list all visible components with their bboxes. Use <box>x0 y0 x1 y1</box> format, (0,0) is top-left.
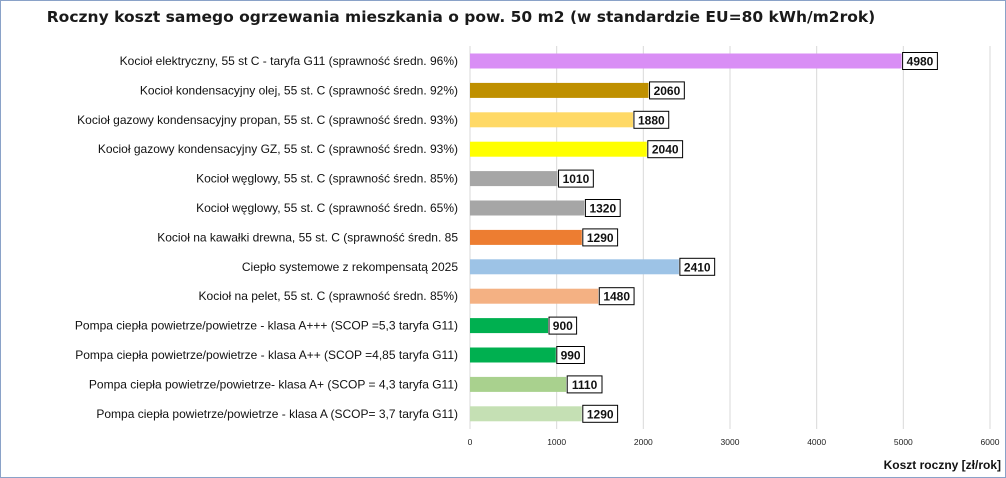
category-label: Kocioł gazowy kondensacyjny GZ, 55 st. C… <box>98 142 458 156</box>
data-label: 1290 <box>587 231 614 245</box>
category-label: Kocioł węglowy, 55 st. C (sprawność śred… <box>196 201 458 215</box>
bar <box>470 112 633 128</box>
x-tick-label: 6000 <box>981 437 1000 447</box>
bar <box>470 259 679 275</box>
bar <box>470 318 548 334</box>
x-tick-label: 0 <box>468 437 473 447</box>
category-label: Pompa ciepła powietrze/powietrze - klasa… <box>96 407 458 421</box>
data-label: 1480 <box>603 290 630 304</box>
category-label: Pompa ciepła powietrze/powietrze - klasa… <box>75 319 458 333</box>
category-label: Kocioł na pelet, 55 st. C (sprawność śre… <box>199 289 458 303</box>
data-label-box <box>582 228 619 247</box>
x-tick-label: 3000 <box>721 437 740 447</box>
data-label-box <box>598 287 635 306</box>
bar <box>470 406 582 422</box>
x-tick-label: 4000 <box>807 437 826 447</box>
data-label: 900 <box>553 319 573 333</box>
x-axis-title: Koszt roczny [zł/rok] <box>884 458 1001 472</box>
category-label: Pompa ciepła powietrze/powietrze- klasa … <box>89 377 458 391</box>
bar <box>470 53 902 69</box>
x-tick-label: 5000 <box>894 437 913 447</box>
data-label-box <box>582 404 619 423</box>
data-label: 2040 <box>652 143 679 157</box>
data-label-box <box>566 375 603 394</box>
data-label-box <box>633 110 670 129</box>
bar <box>470 347 556 363</box>
data-label: 1320 <box>589 202 616 216</box>
category-label: Pompa ciepła powietrze/powietrze - klasa… <box>75 348 458 362</box>
x-tick-label: 2000 <box>634 437 653 447</box>
bar <box>470 288 599 304</box>
data-label: 1880 <box>638 113 665 127</box>
category-label: Kocioł węglowy, 55 st. C (sprawność śred… <box>196 172 458 186</box>
data-label: 4980 <box>907 55 934 69</box>
data-label-box <box>548 316 578 335</box>
data-label: 1110 <box>572 378 598 392</box>
data-label: 1010 <box>563 172 590 186</box>
data-label: 2410 <box>684 260 711 274</box>
category-label: Kocioł kondensacyjny olej, 55 st. C (spr… <box>140 83 458 97</box>
bar <box>470 141 647 157</box>
category-label: Ciepło systemowe z rekompensatą 2025 <box>242 260 458 274</box>
category-label: Kocioł gazowy kondensacyjny propan, 55 s… <box>77 113 458 127</box>
data-label-box <box>902 52 938 70</box>
bar <box>470 200 585 216</box>
data-label-box <box>558 169 594 188</box>
category-label: Kocioł na kawałki drewna, 55 st. C (spra… <box>157 230 458 244</box>
bar <box>470 171 558 187</box>
bar <box>470 229 582 245</box>
bar <box>470 82 649 98</box>
data-label: 990 <box>561 349 581 363</box>
data-label-box <box>556 346 585 364</box>
chart-title: Roczny koszt samego ogrzewania mieszkani… <box>46 8 876 26</box>
data-label: 1290 <box>587 407 614 421</box>
bar <box>470 376 567 392</box>
data-label-box <box>584 199 621 217</box>
data-label-box <box>647 140 684 159</box>
data-label-box <box>649 81 685 100</box>
data-label-box <box>679 257 716 276</box>
data-label: 2060 <box>654 84 681 98</box>
category-label: Kocioł elektryczny, 55 st C - taryfa G11… <box>120 54 458 68</box>
x-tick-label: 1000 <box>547 437 566 447</box>
